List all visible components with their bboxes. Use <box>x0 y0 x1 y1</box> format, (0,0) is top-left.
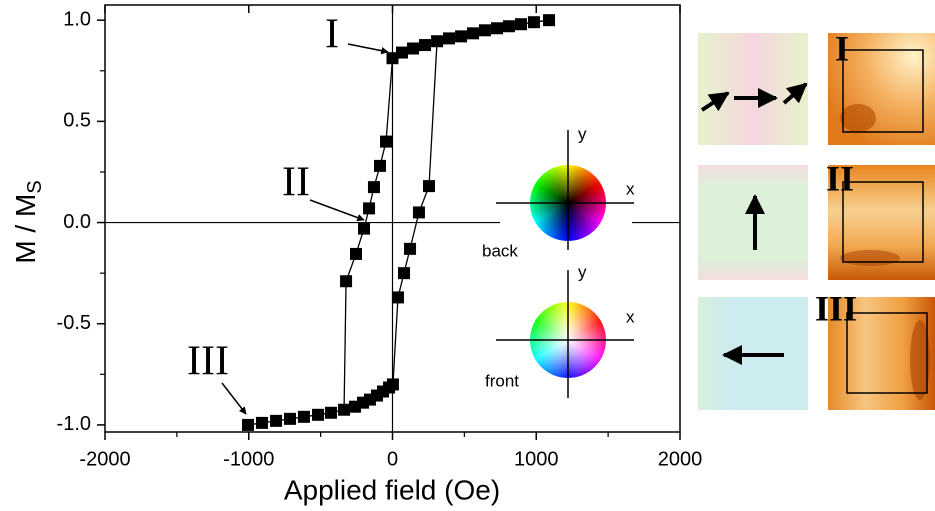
data-point <box>418 39 431 52</box>
data-point <box>340 275 353 288</box>
annotation: II <box>282 160 310 206</box>
series-line <box>345 19 550 282</box>
x-tick-label: -2000 <box>79 448 130 470</box>
y-tick-label: 0.0 <box>63 211 91 233</box>
data-point <box>431 35 444 48</box>
annotation-arrow <box>347 43 389 55</box>
y-tick-label: 1.0 <box>63 8 91 30</box>
data-point <box>391 291 404 304</box>
data-point <box>324 406 337 419</box>
data-point <box>467 27 479 40</box>
x-tick-label: -1000 <box>223 448 274 470</box>
y-axis-label: M / MS <box>10 180 46 263</box>
data-point <box>312 408 325 421</box>
branch-connector <box>428 41 438 187</box>
annotation: I <box>325 12 339 58</box>
wheel-axis-label: x <box>626 179 635 198</box>
data-point <box>442 32 455 45</box>
wheel-axes <box>496 130 634 398</box>
data-point <box>395 46 408 59</box>
wheel-label: front <box>485 371 519 390</box>
data-point <box>386 378 399 391</box>
data-point <box>386 52 399 65</box>
data-point <box>478 24 491 37</box>
data-point <box>373 159 386 172</box>
wheel-axis-label: y <box>578 124 587 143</box>
x-tick-label: 2000 <box>658 448 703 470</box>
data-point <box>543 14 556 27</box>
data-point <box>398 267 410 280</box>
data-point <box>297 410 310 423</box>
y-axis-label-main: M / M <box>10 194 41 264</box>
branch-connector <box>343 281 347 410</box>
data-point <box>527 16 540 29</box>
x-tick-label: 0 <box>387 448 398 470</box>
data-point <box>423 180 436 193</box>
wheel-axis-label: y <box>578 262 587 281</box>
data-point <box>515 18 528 31</box>
wheel-axis-label: x <box>626 307 635 326</box>
data-point <box>270 414 283 427</box>
y-tick-label: 0.5 <box>63 110 91 132</box>
data-point <box>455 30 468 43</box>
annotation-arrow <box>221 382 247 415</box>
data-point <box>404 242 417 255</box>
data-point <box>284 412 297 425</box>
y-axis-label-sub: S <box>24 180 46 193</box>
panel-label: I <box>835 28 849 68</box>
y-tick-label: -1.0 <box>57 413 91 435</box>
x-axis-label: Applied field (Oe) <box>284 474 500 505</box>
annotation: III <box>187 339 229 385</box>
panel-label: III <box>815 288 857 328</box>
data-point <box>380 135 393 148</box>
data-point <box>502 20 515 33</box>
data-point <box>367 181 380 194</box>
data-point <box>255 416 268 429</box>
data-point <box>338 403 351 416</box>
data-point <box>407 42 420 55</box>
panel-label: II <box>826 158 854 198</box>
data-point <box>242 418 255 431</box>
y-tick-label: -0.5 <box>57 312 91 334</box>
data-point <box>363 202 376 215</box>
wheel-label: back <box>482 241 518 260</box>
data-point <box>349 247 362 260</box>
annotation-arrow <box>309 199 365 222</box>
x-tick-label: 1000 <box>514 448 559 470</box>
data-point <box>491 22 504 35</box>
series-line <box>247 185 430 426</box>
data-point <box>412 206 425 219</box>
spin-panels <box>698 33 935 410</box>
data-point <box>358 222 371 235</box>
